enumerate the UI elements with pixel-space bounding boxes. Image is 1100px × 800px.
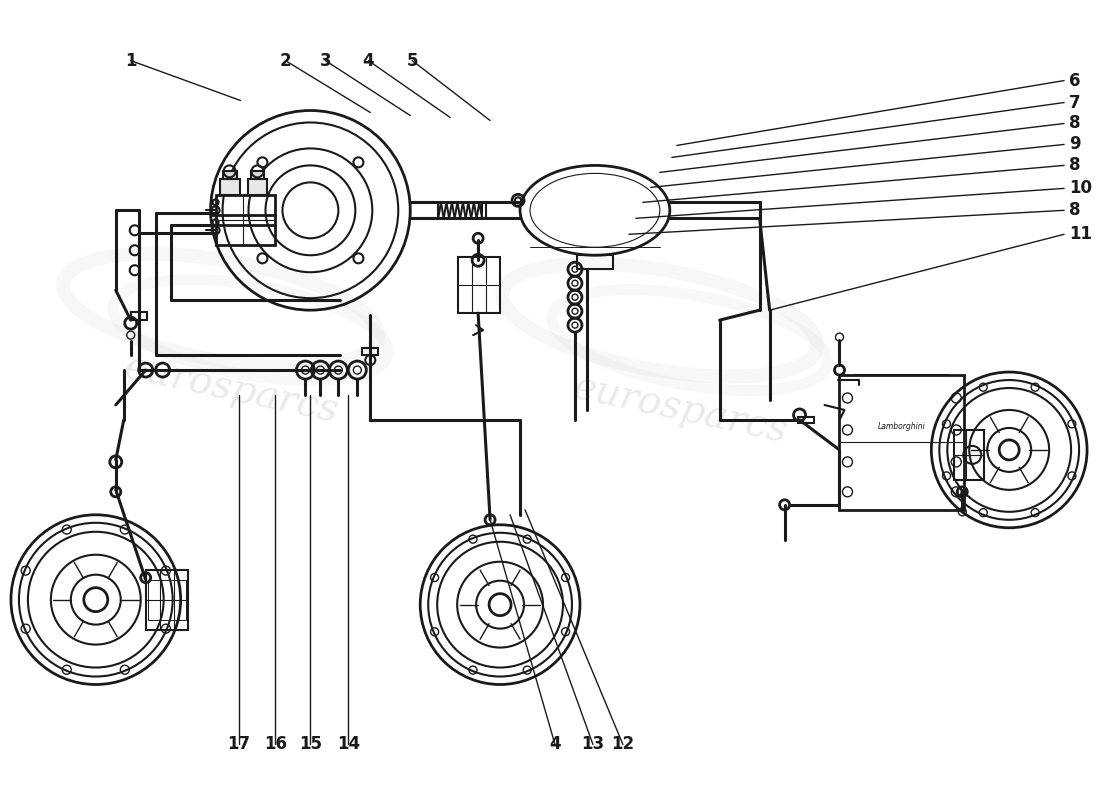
Text: 1: 1 [125, 51, 136, 70]
Bar [839, 375, 965, 510]
Text: 2: 2 [279, 51, 292, 70]
Bar [459, 258, 500, 313]
Bar [147, 580, 186, 620]
Text: 6: 6 [1069, 71, 1080, 90]
Bar [145, 570, 188, 630]
Bar [222, 171, 236, 179]
Bar [220, 179, 240, 195]
Bar [248, 179, 267, 195]
Text: 11: 11 [1069, 226, 1092, 243]
Text: 4: 4 [363, 51, 374, 70]
Bar [410, 202, 438, 218]
Text: 12: 12 [612, 735, 635, 754]
Bar [216, 195, 275, 246]
Text: 14: 14 [337, 735, 360, 754]
Text: 3: 3 [320, 51, 331, 70]
Text: 8: 8 [1069, 114, 1080, 133]
Text: 13: 13 [582, 735, 605, 754]
Text: 5: 5 [407, 51, 418, 70]
Bar [131, 312, 146, 320]
Text: 9: 9 [1069, 135, 1080, 154]
Bar [955, 430, 984, 480]
Text: 4: 4 [549, 735, 561, 754]
Text: Lamborghini: Lamborghini [878, 422, 926, 430]
Text: 10: 10 [1069, 179, 1092, 198]
Bar [798, 417, 814, 423]
Text: eurosparcs: eurosparcs [569, 369, 791, 450]
Bar [362, 348, 378, 355]
Text: 17: 17 [227, 735, 250, 754]
Text: eurosparcs: eurosparcs [120, 350, 341, 431]
Bar [251, 171, 264, 179]
Text: 16: 16 [264, 735, 287, 754]
Text: 7: 7 [1069, 94, 1080, 111]
Bar [482, 202, 486, 218]
Text: 8: 8 [1069, 202, 1080, 219]
Text: 8: 8 [1069, 157, 1080, 174]
Bar [578, 255, 613, 270]
Text: 15: 15 [299, 735, 322, 754]
